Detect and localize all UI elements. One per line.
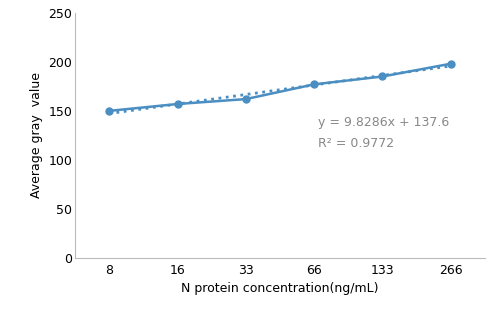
X-axis label: N protein concentration(ng/mL): N protein concentration(ng/mL) <box>181 283 379 295</box>
Y-axis label: Average gray  value: Average gray value <box>30 72 43 198</box>
Text: y = 9.8286x + 137.6
R² = 0.9772: y = 9.8286x + 137.6 R² = 0.9772 <box>318 116 449 150</box>
